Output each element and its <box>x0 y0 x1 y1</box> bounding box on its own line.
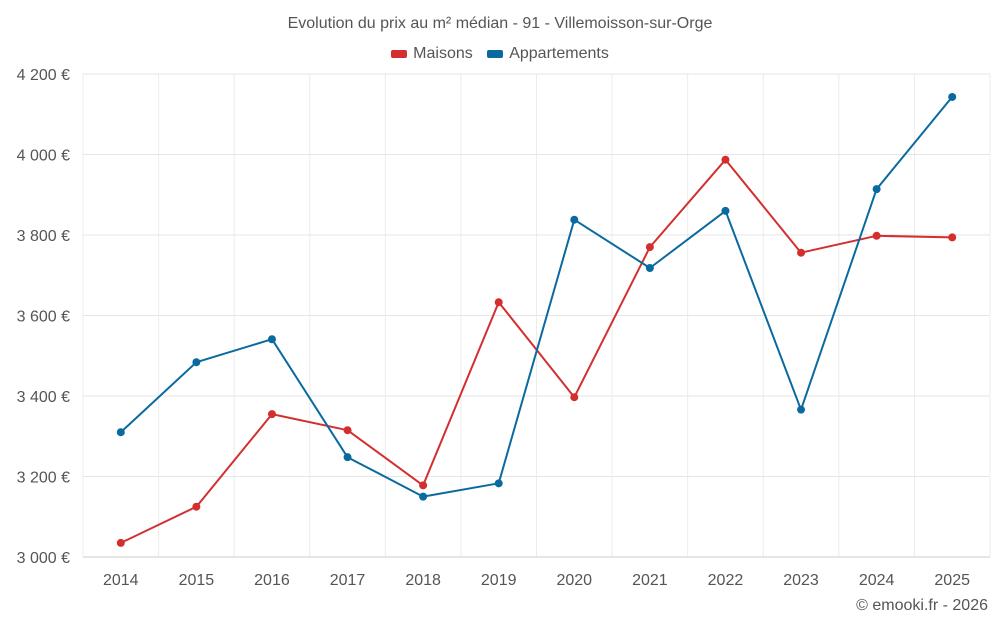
data-point-appartements[interactable] <box>872 185 881 194</box>
y-tick-label: 3 200 € <box>17 470 70 487</box>
x-tick-label: 2022 <box>708 572 744 589</box>
legend-swatch-maisons <box>391 50 408 58</box>
data-point-appartements[interactable] <box>116 428 125 437</box>
legend-item-maisons[interactable]: Maisons <box>391 45 473 63</box>
x-tick-label: 2019 <box>481 572 517 589</box>
chart-legend: Maisons Appartements <box>0 45 1000 63</box>
x-tick-label: 2017 <box>330 572 366 589</box>
x-tick-label: 2018 <box>405 572 441 589</box>
legend-swatch-appartements <box>487 50 504 58</box>
data-point-appartements[interactable] <box>645 264 654 273</box>
legend-label-maisons: Maisons <box>413 45 473 62</box>
y-tick-label: 3 000 € <box>17 550 70 567</box>
data-point-maisons[interactable] <box>267 410 276 419</box>
data-point-maisons[interactable] <box>419 481 428 490</box>
data-point-maisons[interactable] <box>116 538 125 547</box>
x-tick-label: 2016 <box>254 572 290 589</box>
chart-title: Evolution du prix au m² médian - 91 - Vi… <box>287 15 713 32</box>
data-point-appartements[interactable] <box>494 479 503 488</box>
x-tick-label: 2020 <box>556 572 592 589</box>
legend-item-appartements[interactable]: Appartements <box>487 45 609 63</box>
copyright-credit: © emooki.fr - 2026 <box>856 597 988 614</box>
y-tick-label: 3 800 € <box>17 228 70 245</box>
data-point-maisons[interactable] <box>797 248 806 257</box>
data-point-maisons[interactable] <box>721 155 730 164</box>
x-tick-label: 2015 <box>179 572 215 589</box>
data-point-appartements[interactable] <box>267 335 276 344</box>
data-point-maisons[interactable] <box>872 231 881 240</box>
data-point-maisons[interactable] <box>570 393 579 402</box>
data-point-maisons[interactable] <box>645 243 654 252</box>
data-point-appartements[interactable] <box>192 358 201 367</box>
x-tick-label: 2023 <box>783 572 819 589</box>
x-tick-label: 2024 <box>859 572 895 589</box>
legend-label-appartements: Appartements <box>509 45 609 62</box>
x-tick-label: 2025 <box>934 572 970 589</box>
data-point-maisons[interactable] <box>948 233 957 242</box>
y-tick-label: 4 000 € <box>17 148 70 165</box>
data-point-appartements[interactable] <box>419 492 428 501</box>
x-tick-label: 2014 <box>103 572 139 589</box>
data-point-appartements[interactable] <box>721 206 730 215</box>
data-point-appartements[interactable] <box>797 405 806 414</box>
data-point-maisons[interactable] <box>343 426 352 435</box>
y-tick-label: 4 200 € <box>17 67 70 84</box>
data-point-appartements[interactable] <box>343 453 352 462</box>
y-tick-label: 3 600 € <box>17 309 70 326</box>
data-point-appartements[interactable] <box>570 215 579 224</box>
series-line-appartements <box>120 96 953 498</box>
data-point-maisons[interactable] <box>494 298 503 307</box>
data-point-maisons[interactable] <box>192 502 201 511</box>
data-point-appartements[interactable] <box>948 92 957 101</box>
x-tick-label: 2021 <box>632 572 668 589</box>
y-tick-label: 3 400 € <box>17 389 70 406</box>
